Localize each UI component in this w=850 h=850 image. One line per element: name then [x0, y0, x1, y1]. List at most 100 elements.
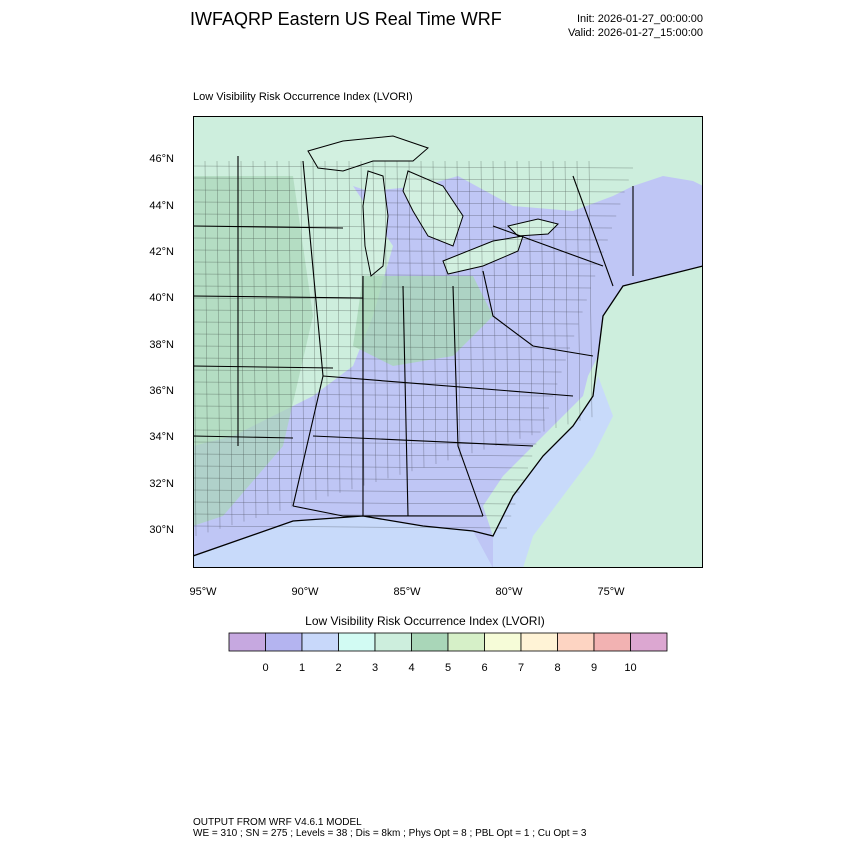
- lon-label-85: 85°W: [393, 586, 421, 598]
- county-line: [193, 441, 537, 445]
- county-line: [193, 333, 575, 337]
- county-line: [193, 285, 592, 289]
- county-line: [264, 160, 269, 515]
- footer-model: OUTPUT FROM WRF V4.6.1 MODEL: [193, 817, 362, 828]
- lat-label-44: 44°N: [149, 200, 174, 212]
- ohio-valley-region: [353, 276, 493, 366]
- county-line: [193, 405, 550, 409]
- lake-superior: [307, 135, 429, 172]
- lake-michigan: [362, 170, 389, 277]
- lat-label-36: 36°N: [149, 385, 174, 397]
- county-line: [193, 261, 600, 265]
- county-line: [324, 160, 329, 497]
- lon-label-95: 95°W: [189, 586, 217, 598]
- lat-label-46: 46°N: [149, 153, 174, 165]
- lon-label-75: 75°W: [597, 586, 625, 598]
- legend-swatch: [447, 632, 485, 652]
- map-subtitle: Low Visibility Risk Occurrence Index (LV…: [193, 91, 413, 103]
- county-line: [193, 321, 579, 325]
- legend-swatch: [630, 632, 668, 652]
- legend-label: 5: [444, 662, 452, 674]
- county-line: [193, 201, 621, 205]
- legend-label: 2: [335, 662, 342, 674]
- county-line: [193, 393, 554, 397]
- county-line: [193, 369, 562, 373]
- county-line: [193, 165, 634, 169]
- lat-label-34: 34°N: [149, 431, 174, 443]
- county-line: [193, 381, 558, 385]
- legend-label: 10: [624, 662, 637, 674]
- county-line: [480, 160, 485, 450]
- lat-label-38: 38°N: [149, 339, 174, 351]
- county-grid: [193, 160, 634, 537]
- legend-title: Low Visibility Risk Occurrence Index (LV…: [305, 614, 545, 628]
- county-line: [576, 160, 581, 421]
- county-line: [193, 357, 566, 361]
- legend-swatch: [520, 632, 558, 652]
- legend-swatch: [411, 632, 449, 652]
- legend-label: 0: [262, 662, 269, 674]
- county-line: [193, 525, 508, 529]
- county-line: [552, 160, 557, 429]
- county-line: [204, 160, 209, 533]
- county-line: [504, 160, 509, 443]
- county-line: [312, 160, 317, 501]
- lat-label-32: 32°N: [149, 478, 174, 490]
- county-line: [384, 160, 389, 479]
- legend-swatch: [557, 632, 595, 652]
- footer-config: WE = 310 ; SN = 275 ; Levels = 38 ; Dis …: [193, 828, 587, 839]
- county-line: [193, 189, 625, 193]
- county-line: [193, 501, 516, 505]
- plains-region: [193, 176, 313, 526]
- legend-label: 8: [554, 662, 561, 674]
- county-line: [492, 160, 497, 447]
- legend-label: 7: [517, 662, 525, 674]
- county-line: [468, 160, 473, 454]
- county-line: [288, 160, 293, 508]
- county-line: [336, 160, 341, 493]
- gulf-of-mexico: [193, 516, 493, 568]
- county-line: [396, 160, 401, 475]
- county-line: [540, 160, 545, 432]
- county-line: [276, 160, 281, 511]
- coastline: [193, 265, 703, 557]
- canada-land: [193, 116, 703, 286]
- county-line: [193, 309, 583, 313]
- legend-swatch: [484, 632, 522, 652]
- county-line: [216, 160, 221, 529]
- county-line: [240, 160, 245, 522]
- county-line: [193, 177, 629, 181]
- county-line: [193, 489, 520, 493]
- lat-label-40: 40°N: [149, 292, 174, 304]
- legend-label: 6: [481, 662, 488, 674]
- county-line: [432, 160, 437, 465]
- county-line: [348, 160, 353, 490]
- valid-time: Valid: 2026-01-27_15:00:00: [568, 27, 703, 39]
- lat-label-42: 42°N: [149, 246, 174, 258]
- county-line: [193, 213, 617, 217]
- legend-swatch: [593, 632, 631, 652]
- legend-label: 1: [298, 662, 306, 674]
- county-line: [193, 273, 596, 277]
- county-line: [360, 160, 365, 486]
- county-line: [193, 417, 545, 421]
- county-line: [193, 453, 533, 457]
- county-line: [193, 465, 529, 469]
- init-time: Init: 2026-01-27_00:00:00: [577, 13, 703, 25]
- legend-swatch: [265, 632, 303, 652]
- chart-title: IWFAQRP Eastern US Real Time WRF: [190, 9, 502, 29]
- county-line: [564, 160, 569, 425]
- lon-label-80: 80°W: [495, 586, 523, 598]
- county-line: [193, 477, 524, 481]
- county-line: [193, 249, 604, 253]
- county-line: [528, 160, 533, 436]
- legend-label: 3: [371, 662, 379, 674]
- legend-swatch: [228, 632, 266, 652]
- county-line: [516, 160, 521, 439]
- map-panel: [193, 116, 703, 568]
- county-line: [193, 513, 512, 517]
- legend-label: 4: [408, 662, 415, 674]
- county-line: [372, 160, 377, 483]
- lat-label-30: 30°N: [149, 524, 174, 536]
- county-line: [408, 160, 413, 472]
